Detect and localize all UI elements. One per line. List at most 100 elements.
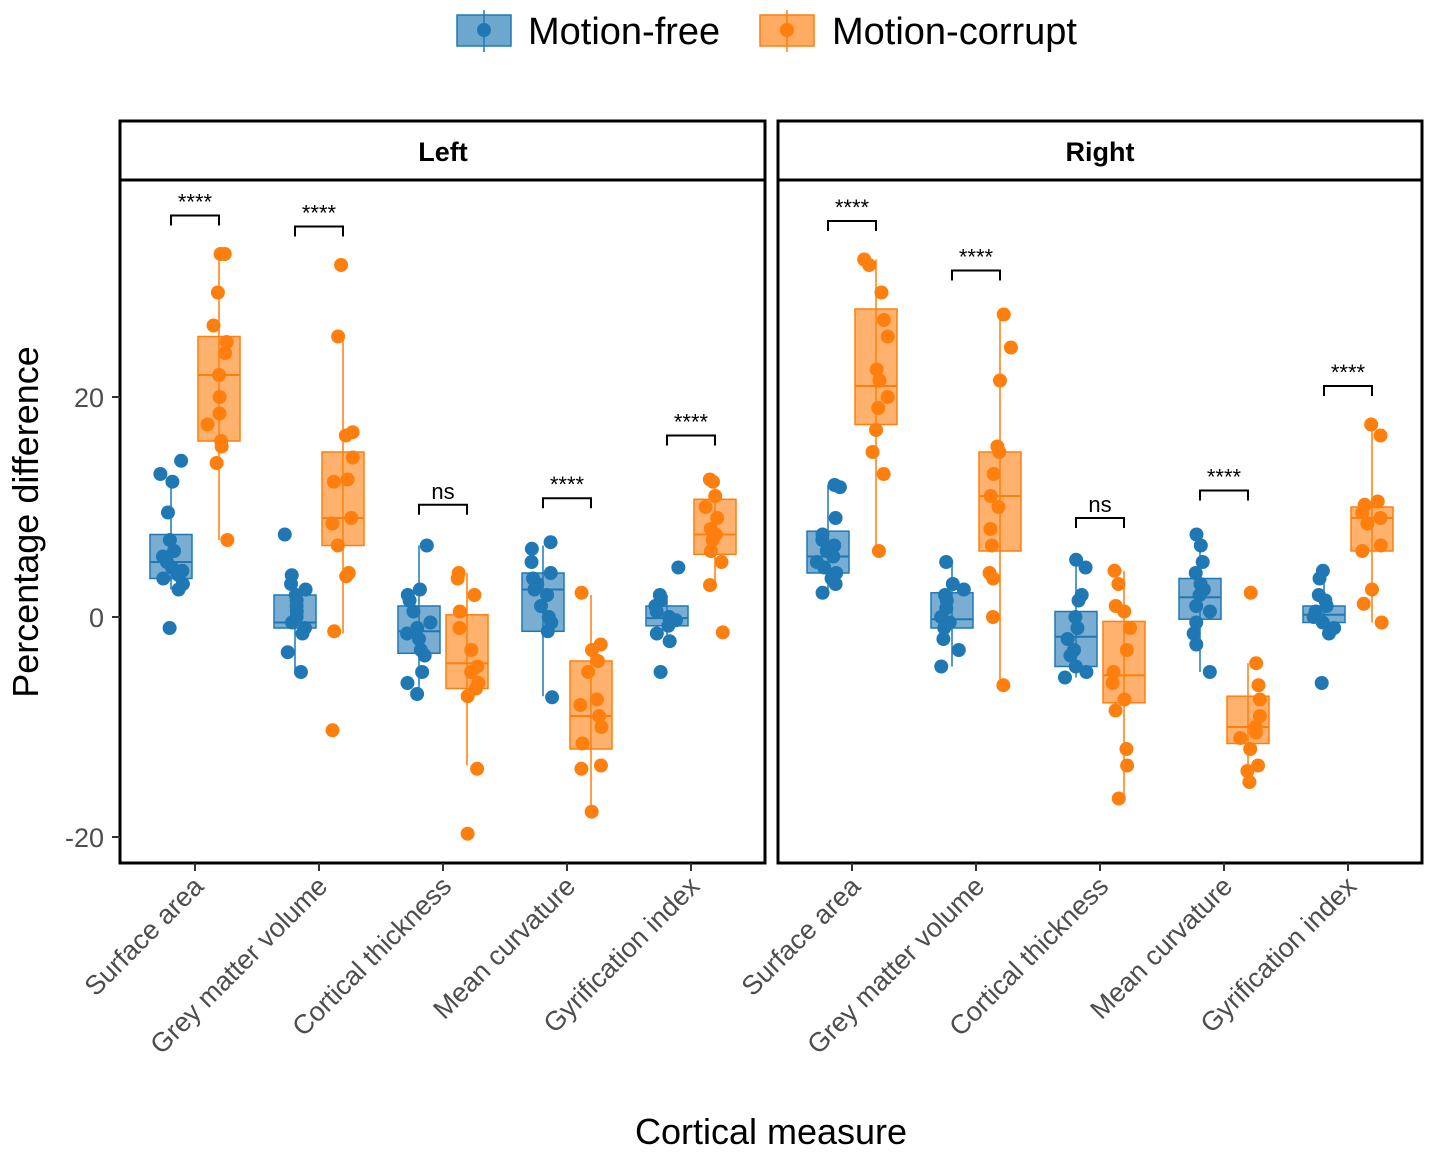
x-tick-label-left-surface-area: Surface area bbox=[79, 870, 210, 1001]
point-left-cortical-thickness-motion-corrupt bbox=[460, 689, 475, 704]
significance-label-right-surface-area: **** bbox=[835, 195, 870, 220]
point-left-grey-matter-volume-motion-corrupt bbox=[334, 258, 349, 272]
point-left-mean-curvature-motion-corrupt bbox=[574, 761, 589, 776]
point-left-cortical-thickness-motion-corrupt bbox=[450, 571, 465, 586]
point-left-grey-matter-volume-motion-free bbox=[284, 577, 299, 591]
point-right-cortical-thickness-motion-free bbox=[1063, 648, 1078, 663]
point-left-grey-matter-volume-motion-corrupt bbox=[325, 516, 340, 531]
point-left-grey-matter-volume-motion-corrupt bbox=[331, 329, 346, 344]
point-left-mean-curvature-motion-corrupt bbox=[575, 736, 590, 751]
point-left-surface-area-motion-corrupt bbox=[212, 368, 227, 382]
point-right-surface-area-motion-corrupt bbox=[871, 544, 886, 558]
point-left-mean-curvature-motion-corrupt bbox=[594, 720, 609, 734]
point-left-cortical-thickness-motion-corrupt bbox=[452, 604, 467, 619]
significance-label-left-gyrification-index: **** bbox=[674, 410, 709, 435]
point-right-surface-area-motion-free bbox=[828, 511, 843, 525]
legend: Motion-free Motion-corrupt bbox=[456, 10, 1077, 53]
point-right-mean-curvature-motion-corrupt bbox=[1243, 585, 1258, 600]
x-axis-title: Cortical measure bbox=[635, 1111, 907, 1152]
point-right-grey-matter-volume-motion-corrupt bbox=[996, 307, 1011, 322]
point-left-gyrification-index-motion-free bbox=[649, 626, 664, 641]
point-left-mean-curvature-motion-corrupt bbox=[581, 665, 596, 679]
data-marks: **** **** ns **** **** **** **** ns **** **** bbox=[149, 190, 1394, 841]
point-right-surface-area-motion-corrupt bbox=[880, 329, 895, 344]
point-right-surface-area-motion-free bbox=[815, 533, 830, 547]
point-right-cortical-thickness-motion-corrupt bbox=[1107, 563, 1122, 578]
point-right-surface-area-motion-free bbox=[828, 577, 843, 591]
point-left-surface-area-motion-corrupt bbox=[212, 406, 227, 421]
point-left-grey-matter-volume-motion-corrupt bbox=[330, 538, 345, 553]
significance-bracket-left-gyrification-index bbox=[666, 434, 716, 446]
point-left-gyrification-index-motion-corrupt bbox=[705, 474, 720, 489]
point-right-cortical-thickness-motion-corrupt bbox=[1120, 758, 1135, 773]
point-left-grey-matter-volume-motion-free bbox=[285, 615, 300, 630]
point-right-mean-curvature-motion-free bbox=[1186, 626, 1201, 641]
point-left-surface-area-motion-free bbox=[162, 621, 177, 635]
point-right-grey-matter-volume-motion-corrupt bbox=[1003, 340, 1018, 355]
point-left-mean-curvature-motion-corrupt bbox=[592, 709, 607, 723]
point-left-mean-curvature-motion-free bbox=[540, 588, 555, 602]
point-left-grey-matter-volume-motion-corrupt bbox=[340, 472, 355, 487]
point-right-gyrification-index-motion-corrupt bbox=[1360, 516, 1375, 531]
point-right-cortical-thickness-motion-free bbox=[1079, 665, 1094, 679]
point-right-surface-area-motion-corrupt bbox=[869, 423, 884, 437]
point-right-grey-matter-volume-motion-free bbox=[936, 632, 951, 646]
point-left-gyrification-index-motion-corrupt bbox=[710, 511, 725, 525]
point-left-cortical-thickness-motion-free bbox=[417, 648, 432, 663]
point-left-gyrification-index-motion-corrupt bbox=[714, 555, 729, 569]
point-left-cortical-thickness-motion-free bbox=[411, 632, 426, 646]
point-left-gyrification-index-motion-corrupt bbox=[703, 578, 718, 593]
point-right-grey-matter-volume-motion-free bbox=[934, 659, 949, 674]
significance-label-left-grey-matter-volume: **** bbox=[302, 201, 337, 226]
point-left-surface-area-motion-corrupt bbox=[200, 417, 215, 432]
point-left-mean-curvature-motion-free bbox=[524, 541, 539, 556]
point-right-gyrification-index-motion-corrupt bbox=[1356, 596, 1371, 611]
point-left-grey-matter-volume-motion-corrupt bbox=[345, 450, 360, 465]
point-right-grey-matter-volume-motion-free bbox=[951, 643, 966, 657]
point-left-grey-matter-volume-motion-corrupt bbox=[327, 624, 342, 639]
legend-key-motion-corrupt bbox=[759, 10, 815, 52]
y-tick-label-neg20: -20 bbox=[65, 823, 104, 853]
point-left-surface-area-motion-corrupt bbox=[214, 439, 229, 454]
point-left-mean-curvature-motion-corrupt bbox=[584, 804, 599, 819]
point-right-mean-curvature-motion-free bbox=[1189, 527, 1204, 542]
point-left-cortical-thickness-motion-free bbox=[400, 676, 415, 690]
point-left-surface-area-motion-free bbox=[165, 474, 180, 489]
point-right-mean-curvature-motion-corrupt bbox=[1252, 692, 1267, 707]
point-left-grey-matter-volume-motion-corrupt bbox=[344, 511, 359, 525]
point-right-cortical-thickness-motion-free bbox=[1068, 610, 1083, 624]
point-right-grey-matter-volume-motion-corrupt bbox=[996, 678, 1011, 693]
point-right-cortical-thickness-motion-corrupt bbox=[1111, 791, 1126, 806]
point-right-gyrification-index-motion-free bbox=[1314, 676, 1329, 690]
point-right-grey-matter-volume-motion-free bbox=[937, 621, 952, 635]
significance-bracket-left-cortical-thickness bbox=[418, 503, 468, 515]
point-left-cortical-thickness-motion-free bbox=[419, 538, 434, 553]
point-right-surface-area-motion-corrupt bbox=[880, 390, 895, 404]
point-right-mean-curvature-motion-free bbox=[1202, 665, 1217, 679]
point-right-gyrification-index-motion-corrupt bbox=[1364, 417, 1379, 432]
point-left-gyrification-index-motion-corrupt bbox=[705, 533, 720, 547]
legend-label-motion-corrupt: Motion-corrupt bbox=[832, 11, 1077, 53]
point-right-cortical-thickness-motion-corrupt bbox=[1123, 621, 1138, 635]
significance-bracket-right-surface-area bbox=[827, 220, 877, 231]
significance-bracket-right-mean-curvature bbox=[1199, 489, 1249, 501]
significance-label-left-surface-area: **** bbox=[178, 190, 213, 215]
point-left-gyrification-index-motion-corrupt bbox=[715, 625, 730, 640]
point-left-gyrification-index-motion-free bbox=[671, 560, 686, 575]
point-right-grey-matter-volume-motion-corrupt bbox=[984, 538, 999, 553]
point-right-mean-curvature-motion-free bbox=[1195, 555, 1210, 569]
y-axis: 20 0 -20 bbox=[65, 383, 120, 853]
point-right-grey-matter-volume-motion-free bbox=[945, 577, 960, 591]
point-right-cortical-thickness-motion-free bbox=[1057, 670, 1072, 685]
point-left-mean-curvature-motion-corrupt bbox=[593, 758, 608, 773]
point-right-mean-curvature-motion-free bbox=[1193, 538, 1208, 553]
point-right-cortical-thickness-motion-free bbox=[1071, 593, 1086, 608]
point-left-gyrification-index-motion-corrupt bbox=[698, 500, 713, 514]
point-left-cortical-thickness-motion-corrupt bbox=[470, 761, 485, 776]
point-left-mean-curvature-motion-free bbox=[543, 566, 558, 580]
point-right-mean-curvature-motion-corrupt bbox=[1248, 725, 1263, 740]
point-right-surface-area-motion-free bbox=[817, 560, 832, 575]
point-right-mean-curvature-motion-corrupt bbox=[1242, 775, 1257, 789]
significance-label-right-grey-matter-volume: **** bbox=[959, 245, 994, 270]
point-right-surface-area-motion-free bbox=[815, 585, 830, 600]
